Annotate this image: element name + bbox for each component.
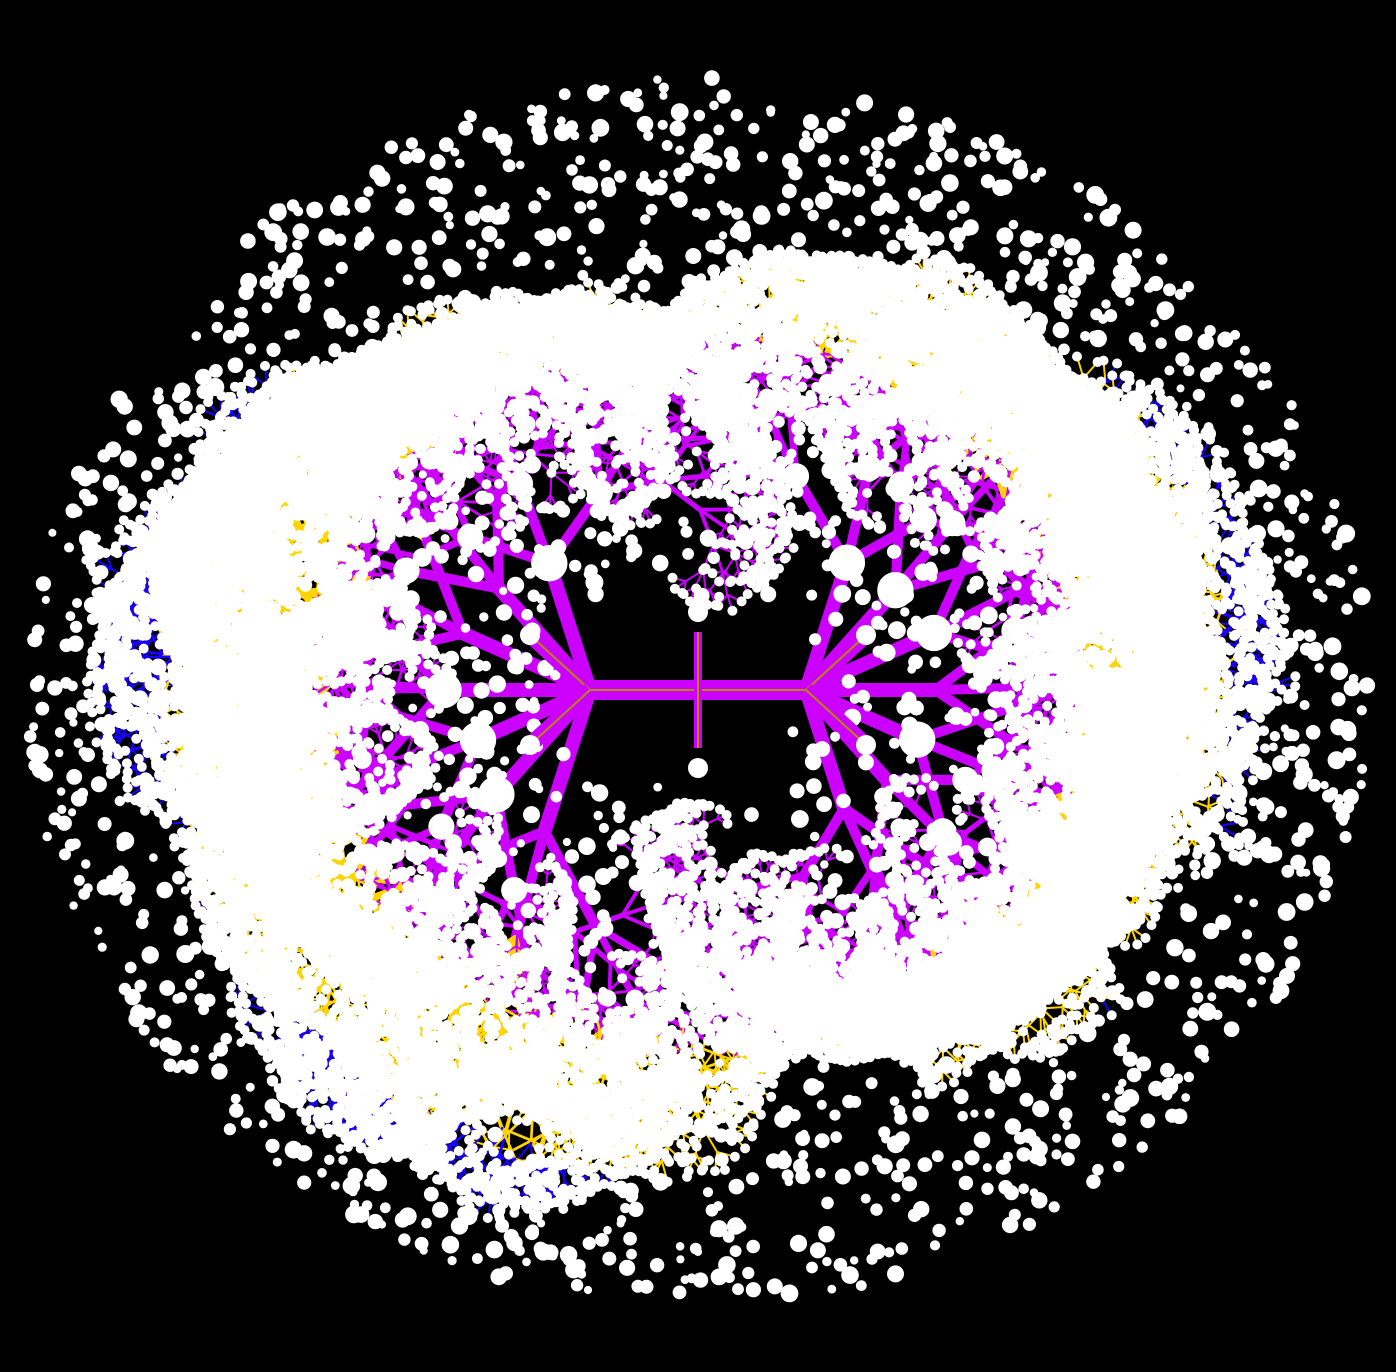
fractal-canvas xyxy=(0,0,1396,1372)
fractal-tree-figure xyxy=(0,0,1396,1372)
